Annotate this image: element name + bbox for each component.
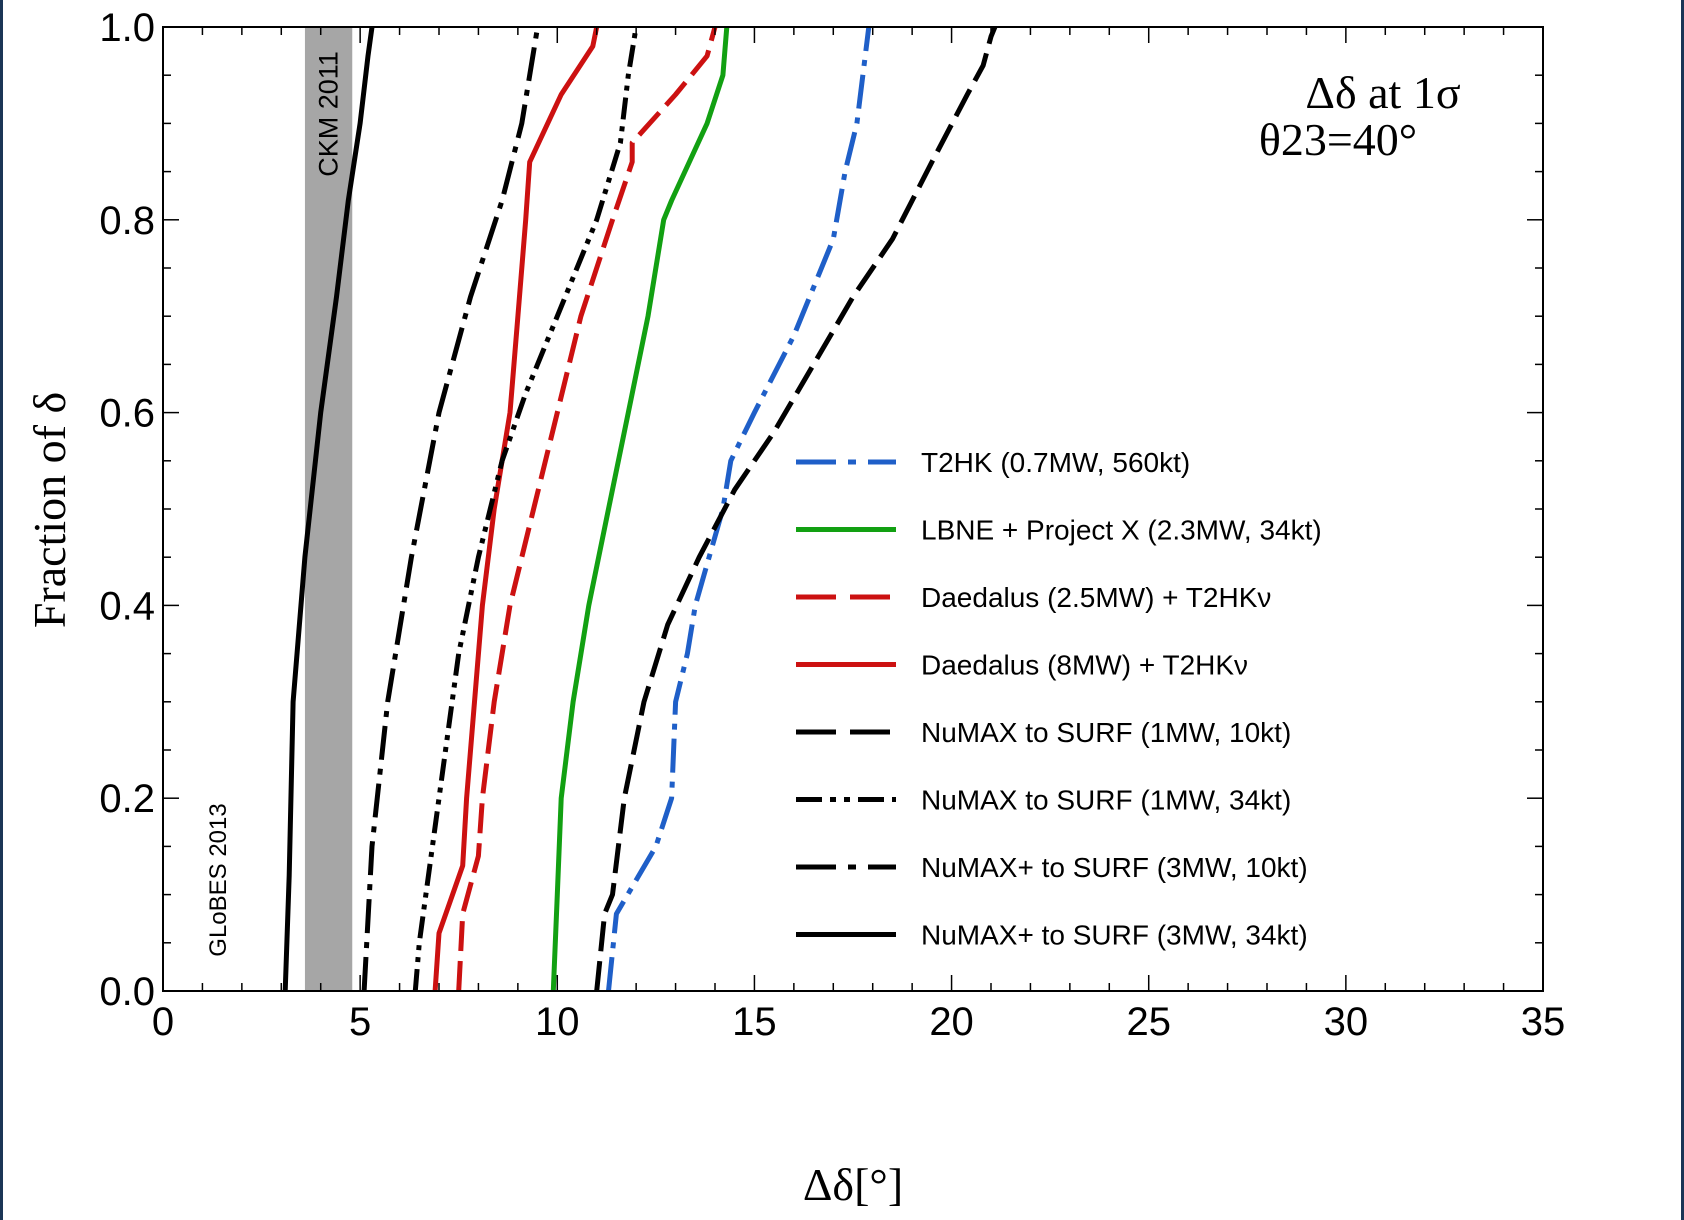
x-tick-label: 25	[1126, 1000, 1171, 1044]
legend-label-4: Daedalus (8MW) + T2HKν	[921, 650, 1248, 681]
y-tick-label: 0.2	[99, 777, 155, 821]
x-tick-label: 5	[349, 1000, 371, 1044]
series-line-7	[361, 27, 541, 991]
x-tick-label: 35	[1521, 1000, 1566, 1044]
ckm-band	[304, 27, 353, 991]
chart-frame: 0 5 10 15 20 25 30 35 0.0 0.2 0.4 0.6 0.8 1.0 CKM 201…	[3, 0, 1681, 1220]
series-line-2	[550, 27, 730, 991]
series-layer	[282, 27, 998, 991]
series-line-4	[432, 27, 600, 991]
ckm-band-label: CKM 2011	[314, 51, 344, 177]
x-tick-label: 10	[535, 1000, 580, 1044]
y-tick-label: 0.8	[99, 199, 155, 243]
tick-layer: 0 5 10 15 20 25 30 35 0.0 0.2 0.4 0.6 0.8 1.0	[99, 6, 1565, 1044]
y-tick-label: 0.6	[99, 392, 155, 436]
x-tick-label: 30	[1324, 1000, 1369, 1044]
y-tick-label: 0.0	[99, 970, 155, 1014]
series-line-5	[594, 27, 998, 991]
series-line-1	[606, 27, 872, 991]
chart-subtitle: θ23=40°	[1259, 114, 1417, 165]
chart-title: Δδ at 1σ	[1305, 67, 1460, 118]
y-tick-label: 1.0	[99, 6, 155, 50]
series-line-3	[456, 27, 718, 991]
legend-label-7: NuMAX+ to SURF (3MW, 10kt)	[921, 852, 1308, 883]
chart-canvas: 0 5 10 15 20 25 30 35 0.0 0.2 0.4 0.6 0.8 1.0 CKM 201…	[24, 6, 1565, 1210]
x-tick-label: 20	[929, 1000, 974, 1044]
x-tick-label: 0	[152, 1000, 174, 1044]
legend-label-8: NuMAX+ to SURF (3MW, 34kt)	[921, 920, 1308, 951]
x-tick-label: 15	[732, 1000, 777, 1044]
y-tick-label: 0.4	[99, 584, 155, 628]
series-line-8	[282, 27, 375, 991]
legend-label-2: LBNE + Project X (2.3MW, 34kt)	[921, 515, 1322, 546]
globes-watermark: GLoBES 2013	[205, 803, 232, 956]
x-axis-title: Δδ[°]	[803, 1159, 903, 1210]
legend-label-1: T2HK (0.7MW, 560kt)	[921, 447, 1190, 478]
y-axis-title: Fraction of δ	[24, 392, 75, 628]
legend: T2HK (0.7MW, 560kt) LBNE + Project X (2.3…	[796, 447, 1322, 951]
series-line-6	[412, 27, 639, 991]
ckm-band-layer	[304, 27, 353, 991]
legend-label-5: NuMAX to SURF (1MW, 10kt)	[921, 717, 1291, 748]
legend-label-6: NuMAX to SURF (1MW, 34kt)	[921, 785, 1291, 816]
legend-label-3: Daedalus (2.5MW) + T2HKν	[921, 582, 1271, 613]
